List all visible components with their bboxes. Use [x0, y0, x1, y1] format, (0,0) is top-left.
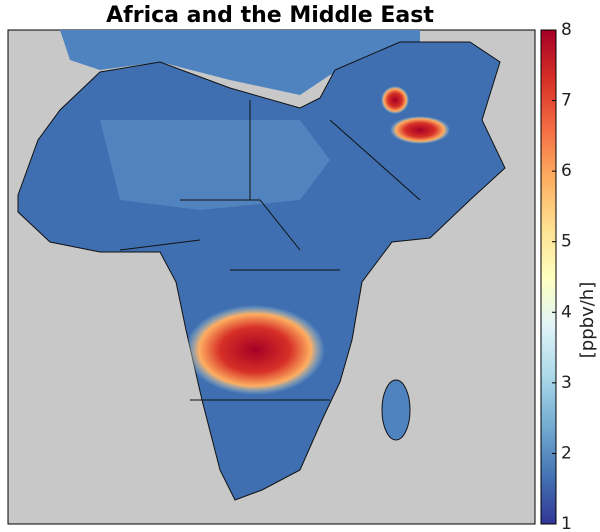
madagascar	[381, 379, 411, 441]
hotspot	[185, 305, 325, 395]
colorbar-tick-label: 1	[561, 514, 572, 532]
hotspot	[390, 116, 450, 144]
colorbar-tick-label: 7	[561, 91, 572, 111]
colorbar-tick-label: 2	[561, 443, 572, 463]
colorbar-tick-label: 3	[561, 373, 572, 393]
borders	[119, 100, 421, 401]
colorbar-tick-label: 5	[561, 232, 572, 252]
hotspot	[381, 86, 409, 114]
colorbar-tick-label: 4	[561, 302, 572, 322]
colorbar	[540, 29, 557, 525]
colorbar-tick-label: 6	[561, 161, 572, 181]
colorbar-tick-label: 8	[561, 20, 572, 40]
sahara-region	[100, 120, 330, 210]
map-title: Africa and the Middle East	[106, 3, 434, 28]
map	[7, 29, 536, 525]
europe-region	[60, 30, 420, 95]
colorbar-label: [ppbv/h]	[577, 282, 598, 358]
